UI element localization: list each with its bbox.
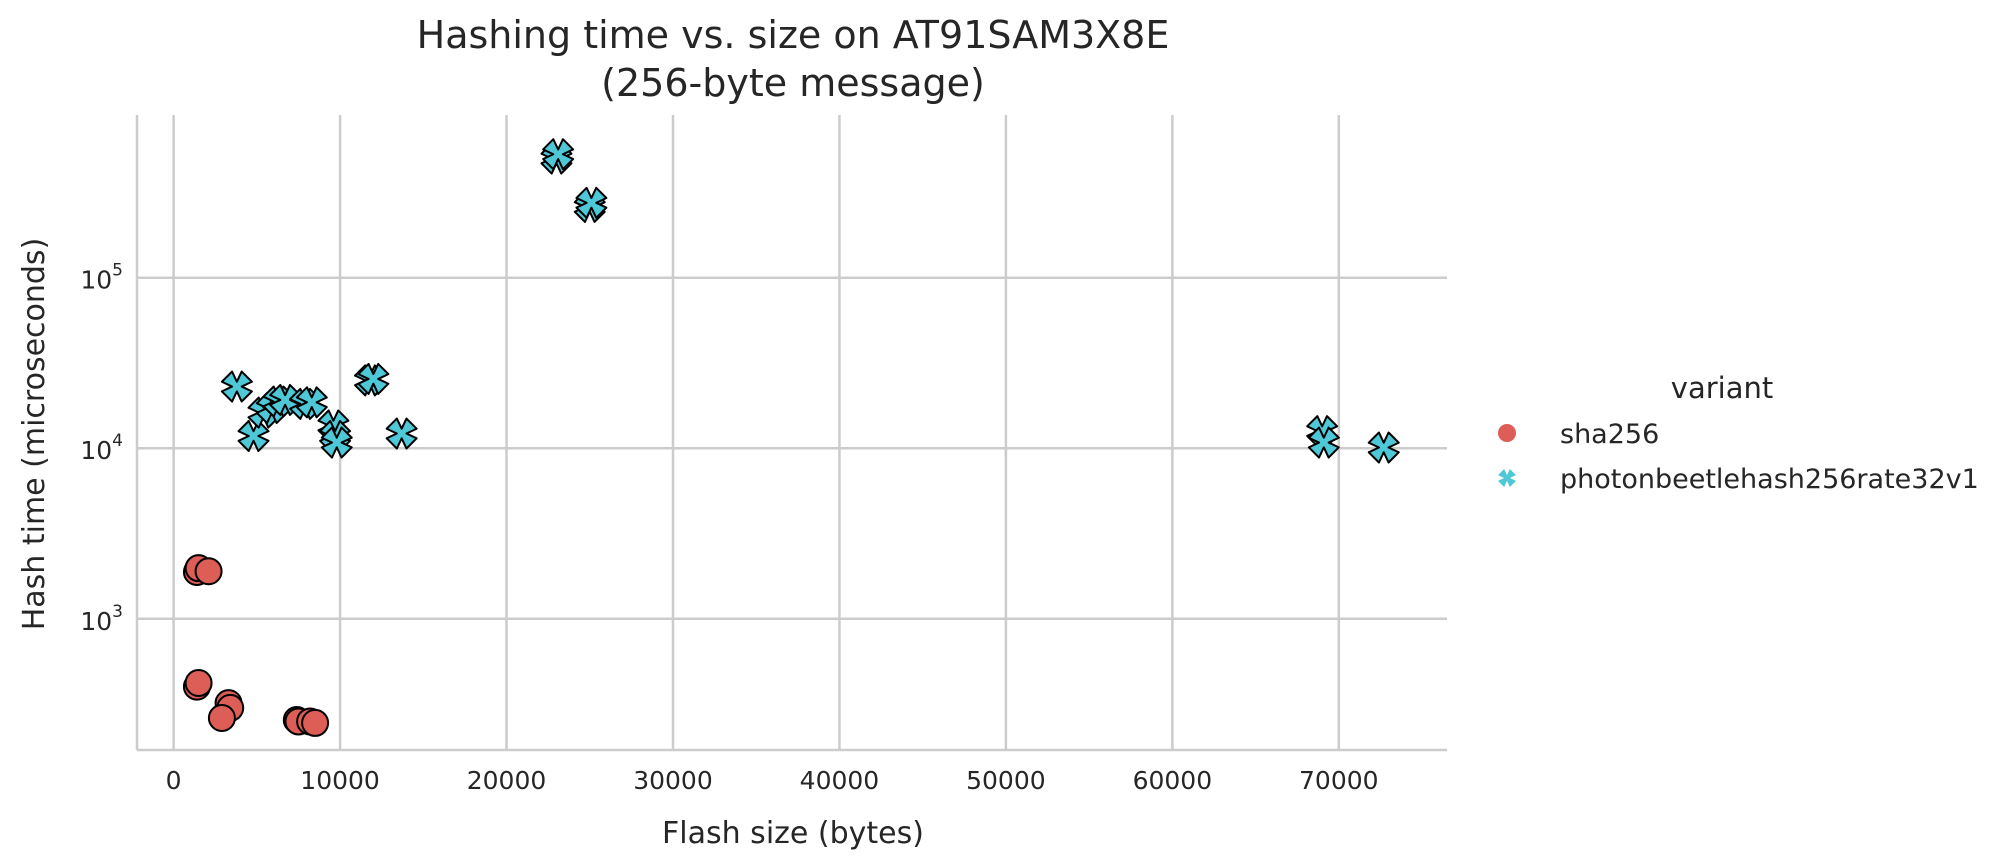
photonbeetle-point bbox=[1367, 431, 1400, 464]
x-tick-label: 60000 bbox=[1133, 766, 1213, 795]
chart-title-line-2: (256-byte message) bbox=[601, 61, 985, 105]
photonbeetle-point bbox=[385, 417, 418, 450]
data-points bbox=[182, 138, 1400, 737]
x-axis-ticks: 0 10000 20000 30000 40000 50000 60000 70000 bbox=[166, 766, 1379, 795]
photonbeetle-point bbox=[357, 362, 390, 395]
x-tick-label: 30000 bbox=[633, 766, 713, 795]
sha256-point bbox=[301, 708, 330, 737]
legend-title: variant bbox=[1671, 371, 1773, 405]
chart-title-line-1: Hashing time vs. size on AT91SAM3X8E bbox=[417, 13, 1170, 57]
x-tick-label: 10000 bbox=[300, 766, 380, 795]
y-tick-label: 103 bbox=[80, 602, 123, 636]
sha256-point bbox=[207, 703, 236, 732]
y-tick-label: 105 bbox=[80, 261, 123, 295]
y-axis-label: Hash time (microseconds) bbox=[17, 238, 52, 631]
sha256-point bbox=[194, 557, 223, 586]
photonbeetle-point bbox=[220, 370, 253, 403]
legend-items: sha256 photonbeetlehash256rate32v1 bbox=[1498, 419, 1979, 495]
photonbeetle-point bbox=[1307, 426, 1340, 459]
photonbeetle-point bbox=[542, 138, 575, 171]
legend-label: sha256 bbox=[1560, 419, 1659, 450]
y-axis-ticks: 103 104 105 bbox=[80, 261, 123, 636]
x-axis-label: Flash size (bytes) bbox=[662, 816, 924, 851]
legend-label: photonbeetlehash256rate32v1 bbox=[1560, 464, 1979, 495]
photonbeetle-point bbox=[320, 426, 353, 459]
x-tick-label: 70000 bbox=[1299, 766, 1379, 795]
legend: variant sha256 photonbeetlehash256rate32v… bbox=[1498, 371, 1979, 495]
photonbeetle-point bbox=[575, 186, 608, 219]
y-tick-label: 104 bbox=[80, 431, 123, 465]
axis-spines bbox=[135, 115, 1447, 752]
photonbeetle-point bbox=[295, 386, 328, 419]
x-tick-label: 40000 bbox=[800, 766, 880, 795]
photonbeetle-point bbox=[237, 419, 270, 452]
sha256-point bbox=[184, 669, 213, 698]
x-tick-label: 20000 bbox=[467, 766, 547, 795]
x-tick-label: 50000 bbox=[966, 766, 1046, 795]
grid-lines bbox=[137, 115, 1447, 750]
chart-title: Hashing time vs. size on AT91SAM3X8E (25… bbox=[417, 13, 1170, 105]
legend-marker-photonbeetle bbox=[1498, 469, 1516, 487]
legend-marker-sha256 bbox=[1498, 424, 1516, 442]
x-tick-label: 0 bbox=[166, 766, 182, 795]
